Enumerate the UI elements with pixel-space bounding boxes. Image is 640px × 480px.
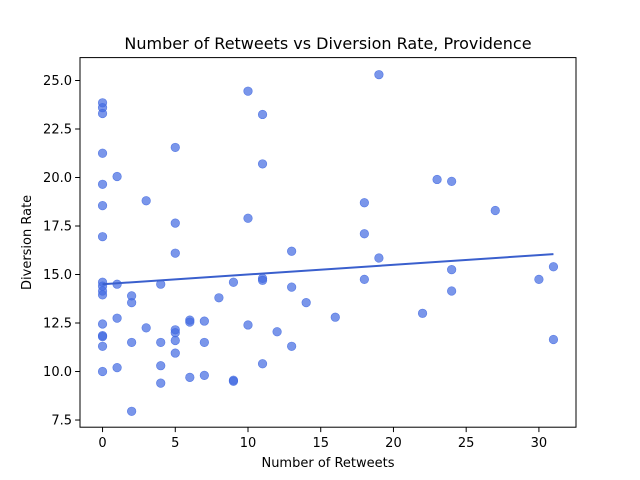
data-point bbox=[97, 201, 108, 211]
x-tick-label: 0 bbox=[98, 436, 106, 451]
chart-title: Number of Retweets vs Diversion Rate, Pr… bbox=[124, 34, 531, 53]
data-point bbox=[156, 361, 166, 371]
data-point bbox=[112, 363, 122, 373]
data-point bbox=[548, 262, 559, 272]
points-layer bbox=[97, 70, 559, 416]
y-tick-label: 7.5 bbox=[51, 414, 72, 429]
data-point bbox=[127, 337, 137, 348]
data-point bbox=[156, 378, 166, 388]
data-point bbox=[432, 174, 442, 185]
x-axis-label: Number of Retweets bbox=[261, 456, 394, 471]
data-point bbox=[170, 248, 180, 258]
data-point bbox=[287, 246, 297, 256]
data-point bbox=[170, 218, 180, 228]
y-tick-label: 20.0 bbox=[43, 171, 72, 186]
data-point bbox=[112, 313, 122, 323]
data-point bbox=[257, 109, 268, 120]
data-point bbox=[228, 376, 239, 386]
data-point bbox=[112, 171, 122, 182]
data-point bbox=[257, 159, 268, 169]
data-point bbox=[97, 331, 108, 342]
data-point bbox=[185, 372, 195, 382]
data-point bbox=[214, 293, 224, 303]
data-point bbox=[257, 275, 268, 285]
data-point bbox=[243, 320, 253, 330]
data-point bbox=[287, 282, 297, 292]
data-point bbox=[330, 312, 340, 322]
data-point bbox=[141, 196, 151, 206]
data-point bbox=[97, 232, 108, 242]
data-point bbox=[170, 335, 180, 346]
data-point bbox=[170, 142, 180, 153]
data-point bbox=[170, 348, 180, 358]
data-point bbox=[548, 334, 559, 345]
data-point bbox=[228, 277, 239, 287]
data-point bbox=[257, 359, 268, 369]
data-point bbox=[127, 406, 137, 416]
data-point bbox=[199, 370, 209, 380]
y-tick-label: 10.0 bbox=[43, 365, 72, 380]
x-tick-label: 5 bbox=[171, 436, 179, 451]
data-point bbox=[359, 274, 369, 284]
x-tick-label: 25 bbox=[458, 436, 475, 451]
data-point bbox=[185, 317, 195, 327]
data-point bbox=[199, 337, 209, 348]
x-tick-label: 20 bbox=[385, 436, 402, 451]
data-point bbox=[243, 86, 253, 96]
data-point bbox=[156, 337, 166, 348]
y-tick-label: 17.5 bbox=[43, 220, 72, 235]
plot-area bbox=[80, 57, 576, 428]
y-tick-label: 15.0 bbox=[43, 268, 72, 283]
x-axis-ticks: 0 5 10 15 20 25 30 bbox=[98, 427, 547, 451]
data-point bbox=[97, 319, 108, 329]
y-tick-label: 22.5 bbox=[43, 122, 72, 137]
data-point bbox=[447, 265, 457, 275]
x-tick-label: 10 bbox=[240, 436, 257, 451]
trend-line bbox=[102, 253, 554, 286]
data-point bbox=[199, 316, 209, 326]
y-axis-ticks: 7.5 10.0 12.5 15.0 17.5 20.0 22.5 25.0 bbox=[43, 74, 80, 429]
data-point bbox=[141, 323, 151, 333]
data-point bbox=[447, 176, 457, 186]
data-point bbox=[127, 298, 137, 308]
data-point bbox=[359, 198, 369, 208]
x-tick-label: 15 bbox=[312, 436, 329, 451]
y-tick-label: 25.0 bbox=[43, 74, 72, 89]
data-point bbox=[490, 205, 500, 216]
data-point bbox=[417, 308, 428, 318]
data-point bbox=[301, 298, 311, 308]
trendline-layer bbox=[102, 253, 554, 286]
data-point bbox=[97, 148, 108, 158]
data-point bbox=[374, 253, 384, 263]
data-point bbox=[243, 213, 253, 223]
data-point bbox=[97, 341, 108, 351]
y-axis-label: Diversion Rate bbox=[20, 195, 35, 290]
data-point bbox=[374, 70, 384, 80]
data-point bbox=[170, 328, 180, 338]
data-point bbox=[97, 290, 108, 300]
data-point bbox=[272, 327, 282, 337]
data-point bbox=[534, 274, 544, 284]
x-tick-label: 30 bbox=[531, 436, 548, 451]
data-point bbox=[97, 179, 108, 189]
plot-frame bbox=[79, 57, 577, 428]
data-point bbox=[359, 229, 369, 239]
data-point bbox=[287, 341, 297, 351]
data-point bbox=[97, 366, 108, 377]
data-point bbox=[447, 286, 457, 296]
data-point bbox=[97, 108, 108, 119]
y-tick-label: 12.5 bbox=[43, 317, 72, 332]
